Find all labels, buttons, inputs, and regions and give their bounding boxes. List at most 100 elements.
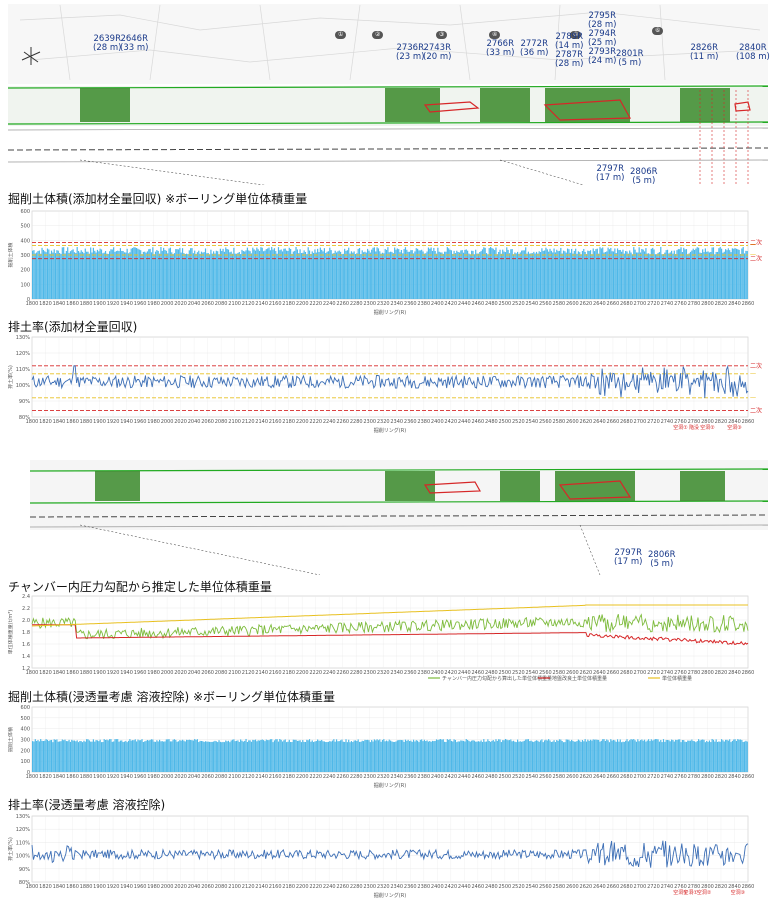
x-tick-label: 2520 [512,774,525,780]
bar [377,248,380,299]
bar [284,739,286,772]
x-tick-label: 2580 [553,419,566,425]
bar [627,253,629,299]
bar [75,253,77,299]
bar [611,251,613,299]
bar [702,739,704,772]
x-tick-label: 2740 [661,419,674,425]
bar [367,248,369,299]
bar [367,739,369,772]
bar [76,740,78,772]
bar [211,741,213,772]
bar [288,739,290,772]
bar [91,741,93,772]
bar [54,253,57,299]
bar [122,251,124,299]
y-tick-label: 120% [16,827,31,833]
x-tick-label: 2780 [688,670,701,676]
bar [371,249,373,299]
bar [334,741,336,772]
ring-label: 2766R (33 m) [486,39,515,58]
bar [256,741,258,772]
bar [204,248,207,299]
bar [638,741,640,772]
bar [375,251,377,299]
bar [130,248,132,299]
bar [191,248,193,299]
x-tick-label: 1880 [80,884,93,890]
bar [348,247,350,299]
bar [358,741,361,772]
bar [32,741,34,772]
bar [107,740,109,772]
bar [69,741,72,772]
bar [341,254,343,299]
x-tick-label: 1820 [39,774,52,780]
bar [538,741,540,772]
bar [321,739,323,772]
bar [522,741,524,772]
bar [546,740,548,772]
x-tick-label: 2560 [539,670,552,676]
bar [312,252,315,299]
x-tick-label: 2760 [674,884,687,890]
bar [743,741,746,772]
x-tick-label: 2560 [539,419,552,425]
bar [287,251,289,299]
bar [380,253,382,299]
bar [727,740,729,772]
map-top-drawing [7,4,769,185]
bar [469,741,471,772]
bar [68,252,70,299]
bar [360,741,362,772]
bar [660,246,662,299]
legend-label: 地盤改良土単位体積重量 [552,675,607,682]
bar [475,741,477,772]
bar [702,249,704,299]
bar [131,247,134,299]
bar [277,247,280,299]
x-tick-label: 1940 [120,774,133,780]
x-axis-label: 掘削リング(R) [374,892,406,898]
event-marker: 空洞③ [727,424,741,431]
y-tick-label: 1.4 [22,654,30,660]
bar [111,249,113,299]
bar [368,250,370,299]
bar [75,741,77,772]
bar [381,739,384,772]
x-tick-label: 2100 [228,884,241,890]
bar [295,247,297,299]
bar [442,253,444,299]
bar [37,740,39,772]
bar [223,251,226,299]
bar [688,253,690,299]
y-tick-label: 300 [20,738,30,744]
bar [173,739,176,772]
bar [670,739,673,772]
x-tick-label: 2660 [607,884,620,890]
x-tick-label: 2660 [607,774,620,780]
bar [442,739,444,772]
x-tick-label: 2200 [296,301,309,307]
x-tick-label: 2340 [390,670,403,676]
bar [206,253,208,299]
bar [553,248,555,299]
bar [273,740,276,772]
x-tick-label: 2420 [444,301,457,307]
x-tick-label: 2600 [566,774,579,780]
bar [716,741,719,772]
bar [319,247,321,299]
x-tick-label: 2540 [525,884,538,890]
x-tick-label: 2060 [201,670,214,676]
bar [738,249,740,299]
bar [288,247,290,299]
series-line [31,364,749,399]
x-tick-label: 2460 [471,774,484,780]
y-tick-label: 1.8 [22,630,30,636]
bar [529,253,531,299]
bar [514,252,516,299]
bar [603,252,605,299]
bar [241,740,243,772]
bar [292,251,294,299]
bar [330,741,332,772]
